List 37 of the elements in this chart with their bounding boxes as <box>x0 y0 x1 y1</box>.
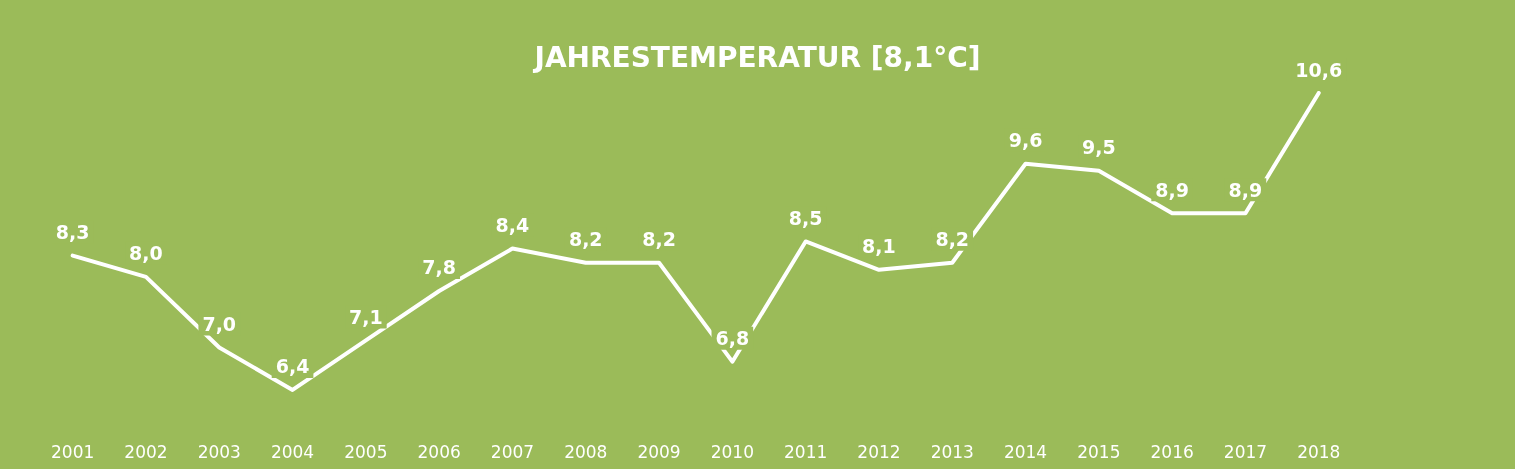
x-tick-label: 2018 <box>1297 441 1341 462</box>
data-label: 8,2 <box>935 228 970 251</box>
data-label: 8,4 <box>495 214 530 237</box>
x-tick-label: 2001 <box>51 441 95 462</box>
x-tick-label: 2017 <box>1223 441 1268 462</box>
data-label: 8,1 <box>862 235 896 258</box>
x-tick-label: 2013 <box>930 441 974 462</box>
x-tick-label: 2010 <box>710 441 754 462</box>
x-tick-label: 2004 <box>270 441 315 462</box>
data-label: 6,8 <box>715 327 750 350</box>
data-label: 7,0 <box>202 313 237 336</box>
x-tick-label: 2005 <box>344 441 388 462</box>
data-label: 8,2 <box>642 228 676 251</box>
data-label: 7,1 <box>349 305 383 328</box>
x-tick-label: 2011 <box>784 441 828 462</box>
x-tick-label: 2003 <box>197 441 241 462</box>
data-label: 9,6 <box>1008 129 1043 152</box>
x-tick-label: 2014 <box>1003 441 1048 462</box>
data-label: 8,3 <box>55 221 90 244</box>
chart-title: JAHRESTEMPERATUR [8,1°C] <box>532 40 981 74</box>
data-label: 8,5 <box>788 206 823 229</box>
data-label: 8,9 <box>1155 178 1189 201</box>
x-tick-label: 2007 <box>490 441 535 462</box>
x-tick-label: 2002 <box>124 441 168 462</box>
x-tick-label: 2015 <box>1077 441 1121 462</box>
x-tick-label: 2016 <box>1150 441 1194 462</box>
data-label: 8,2 <box>568 228 603 251</box>
data-label: 7,8 <box>422 256 456 279</box>
x-tick-label: 2006 <box>417 441 461 462</box>
x-tick-label: 2012 <box>857 441 901 462</box>
data-label: 10,6 <box>1295 58 1343 81</box>
x-tick-label: 2008 <box>564 441 608 462</box>
data-label: 9,5 <box>1082 136 1116 159</box>
x-tick-label: 2009 <box>637 441 681 462</box>
data-label: 8,9 <box>1228 178 1263 201</box>
data-label: 6,4 <box>275 355 310 378</box>
data-label: 8,0 <box>129 242 163 265</box>
